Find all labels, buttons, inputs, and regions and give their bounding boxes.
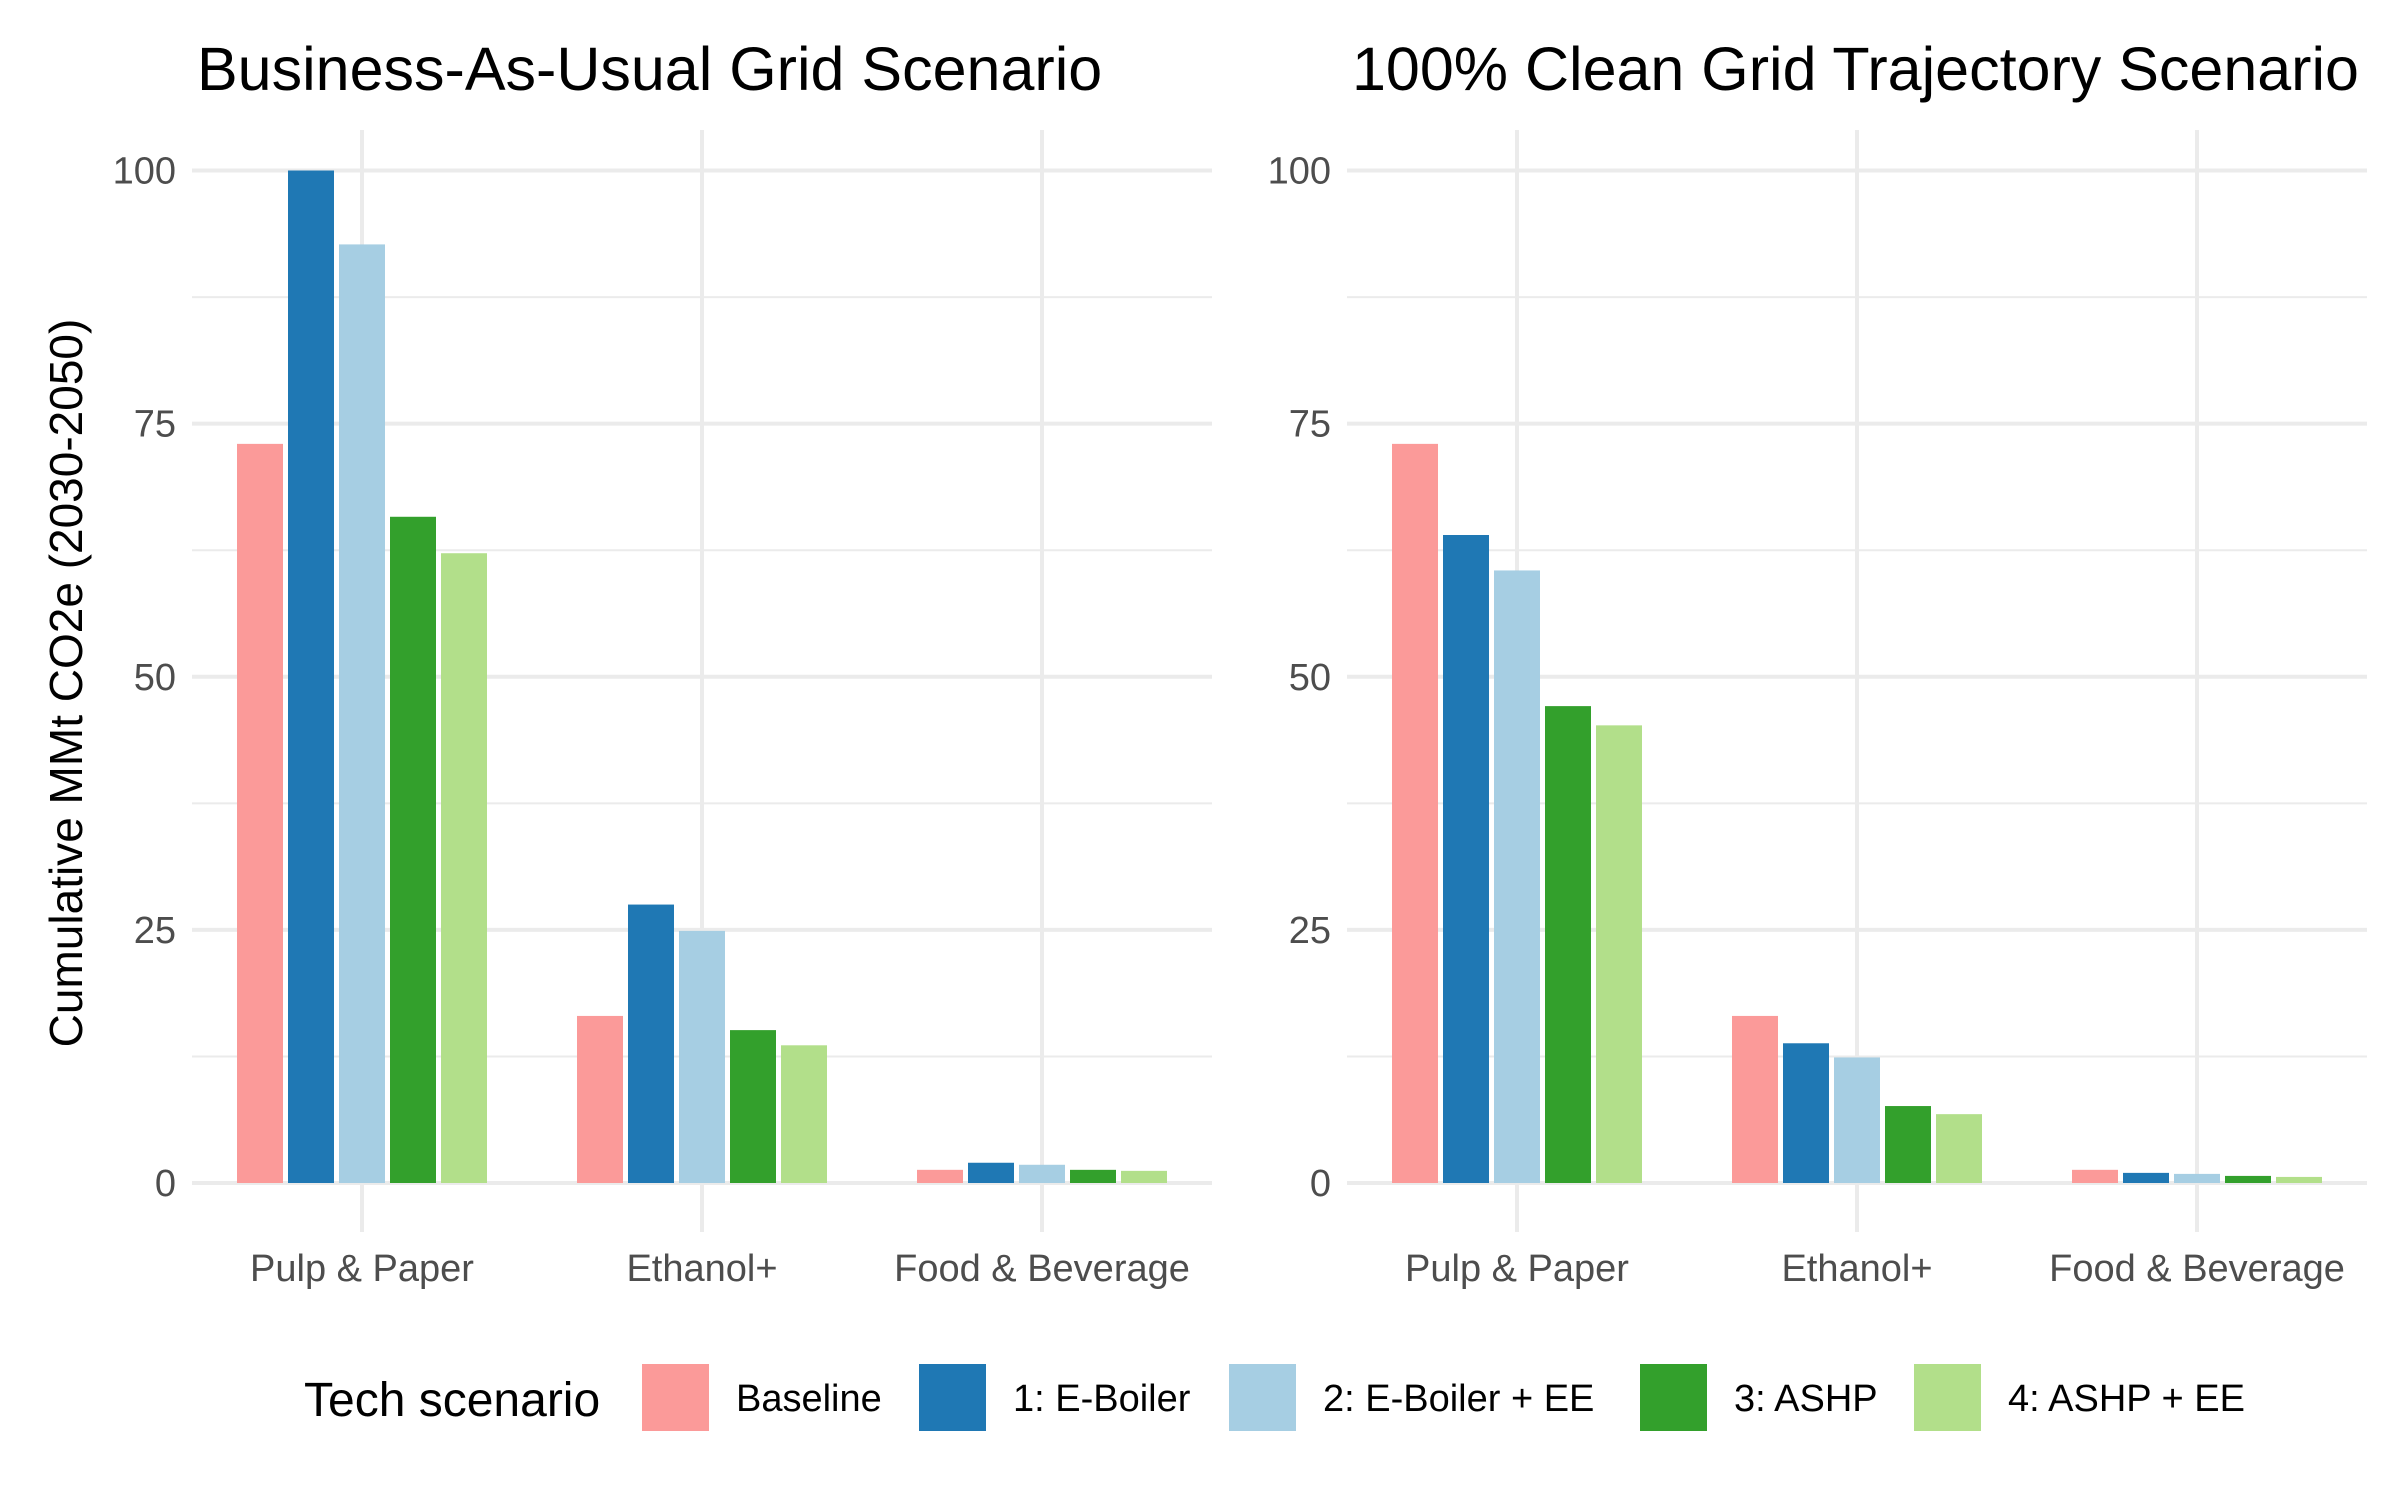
x-tick-label: Ethanol+ bbox=[626, 1248, 777, 1290]
legend-swatch bbox=[1914, 1364, 1981, 1431]
panel-2: 100% Clean Grid Trajectory Scenario 0 25 50… bbox=[1268, 35, 2367, 1290]
legend-swatch bbox=[1229, 1364, 1296, 1431]
bar-2-e-boiler-ee-ethanol bbox=[1834, 1057, 1880, 1183]
bar-1-e-boiler-pulp-paper bbox=[288, 170, 334, 1183]
bar-1-e-boiler-ethanol bbox=[628, 904, 674, 1183]
bar-2-e-boiler-ee-ethanol bbox=[679, 930, 725, 1183]
bar-4-ashp-ee-pulp-paper bbox=[1596, 725, 1642, 1183]
bar-3-ashp-pulp-paper bbox=[390, 516, 436, 1183]
legend-item-baseline: Baseline bbox=[642, 1364, 882, 1431]
panel-1: Business-As-Usual Grid Scenario 0 25 50 75 10… bbox=[113, 35, 1212, 1290]
x-tick-label: Ethanol+ bbox=[1781, 1248, 1932, 1290]
y-tick-label: 75 bbox=[1289, 404, 1331, 446]
panel-title: 100% Clean Grid Trajectory Scenario bbox=[1352, 35, 2359, 103]
legend-swatch bbox=[1640, 1364, 1707, 1431]
bar-4-ashp-ee-pulp-paper bbox=[441, 553, 487, 1183]
bar-1-e-boiler-pulp-paper bbox=[1443, 535, 1489, 1183]
x-tick-label: Food & Beverage bbox=[894, 1248, 1190, 1290]
bar-4-ashp-ee-ethanol bbox=[1936, 1114, 1982, 1183]
bar-3-ashp-ethanol bbox=[1885, 1106, 1931, 1183]
bar-4-ashp-ee-food-beverage bbox=[1121, 1170, 1167, 1183]
bar-2-e-boiler-ee-food-beverage bbox=[1019, 1164, 1065, 1183]
y-tick-label: 50 bbox=[1289, 657, 1331, 699]
bar-baseline-food-beverage bbox=[917, 1169, 963, 1183]
bar-3-ashp-food-beverage bbox=[2225, 1175, 2271, 1183]
legend-item-4-ashp-ee: 4: ASHP + EE bbox=[1914, 1364, 2245, 1431]
bar-baseline-pulp-paper bbox=[237, 443, 283, 1183]
legend-swatch bbox=[919, 1364, 986, 1431]
x-tick-label: Food & Beverage bbox=[2049, 1248, 2345, 1290]
bar-baseline-ethanol bbox=[1732, 1015, 1778, 1183]
legend-item-1-e-boiler: 1: E-Boiler bbox=[919, 1364, 1191, 1431]
y-tick-label: 75 bbox=[134, 404, 176, 446]
y-tick-label: 100 bbox=[1268, 151, 1331, 193]
y-axis-title: Cumulative MMt CO2e (2030-2050) bbox=[40, 319, 92, 1048]
legend-label: 1: E-Boiler bbox=[1013, 1378, 1191, 1420]
bar-3-ashp-food-beverage bbox=[1070, 1169, 1116, 1183]
legend-items: Baseline 1: E-Boiler 2: E-Boiler + EE 3: AS… bbox=[642, 1364, 2245, 1431]
bar-2-e-boiler-ee-food-beverage bbox=[2174, 1173, 2220, 1183]
legend-label: Baseline bbox=[736, 1378, 882, 1420]
bar-1-e-boiler-food-beverage bbox=[2123, 1172, 2169, 1183]
panel-title: Business-As-Usual Grid Scenario bbox=[197, 35, 1102, 103]
y-tick-label: 25 bbox=[1289, 910, 1331, 952]
bar-1-e-boiler-food-beverage bbox=[968, 1162, 1014, 1183]
bar-2-e-boiler-ee-pulp-paper bbox=[339, 244, 385, 1184]
x-tick-label: Pulp & Paper bbox=[250, 1248, 474, 1290]
bar-4-ashp-ee-ethanol bbox=[781, 1045, 827, 1183]
y-tick-label: 50 bbox=[134, 657, 176, 699]
bar-3-ashp-ethanol bbox=[730, 1030, 776, 1183]
y-tick-label: 25 bbox=[134, 910, 176, 952]
bar-baseline-food-beverage bbox=[2072, 1169, 2118, 1183]
legend-label: 4: ASHP + EE bbox=[2008, 1378, 2245, 1420]
legend-label: 3: ASHP bbox=[1734, 1378, 1878, 1420]
bar-baseline-ethanol bbox=[577, 1015, 623, 1183]
legend-item-3-ashp: 3: ASHP bbox=[1640, 1364, 1878, 1431]
legend-title: Tech scenario bbox=[304, 1374, 600, 1427]
legend: Tech scenario Baseline 1: E-Boiler 2: E-Bo… bbox=[304, 1364, 2245, 1431]
bar-baseline-pulp-paper bbox=[1392, 443, 1438, 1183]
bar-2-e-boiler-ee-pulp-paper bbox=[1494, 570, 1540, 1183]
bar-4-ashp-ee-food-beverage bbox=[2276, 1176, 2322, 1183]
legend-swatch bbox=[642, 1364, 709, 1431]
y-tick-label: 0 bbox=[155, 1163, 176, 1205]
legend-label: 2: E-Boiler + EE bbox=[1323, 1378, 1594, 1420]
legend-item-2-e-boiler-ee: 2: E-Boiler + EE bbox=[1229, 1364, 1594, 1431]
bar-3-ashp-pulp-paper bbox=[1545, 706, 1591, 1183]
y-tick-label: 0 bbox=[1310, 1163, 1331, 1205]
panels: Business-As-Usual Grid Scenario025507510… bbox=[113, 35, 2367, 1290]
y-tick-label: 100 bbox=[113, 151, 176, 193]
bar-1-e-boiler-ethanol bbox=[1783, 1043, 1829, 1183]
x-tick-label: Pulp & Paper bbox=[1405, 1248, 1629, 1290]
